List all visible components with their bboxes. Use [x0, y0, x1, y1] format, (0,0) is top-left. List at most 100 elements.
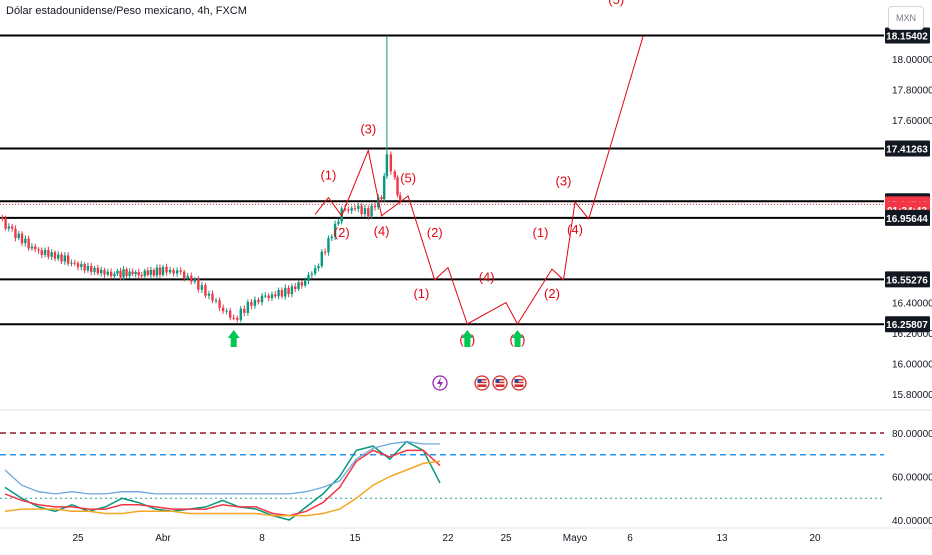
candle-body: [103, 269, 106, 275]
candle-body: [313, 268, 317, 274]
candle-body: [389, 154, 393, 172]
indicator-line: [4, 440, 441, 521]
indicator-tick-label: 60.00000: [892, 473, 932, 484]
candle-body: [297, 282, 300, 290]
indicator-tick-label: 80.00000: [892, 429, 932, 440]
time-tick-label: 25: [72, 533, 84, 544]
price-tick-label: 16.40000: [892, 299, 932, 310]
flag-icon-stripes: [495, 379, 505, 387]
price-badge-box: [885, 27, 930, 44]
candle-body: [373, 205, 377, 208]
candle-body: [307, 274, 310, 281]
candle-body: [122, 269, 125, 278]
candle-body: [20, 233, 24, 244]
candle-body: [363, 208, 367, 215]
lightning-icon: [437, 377, 443, 389]
candle-body: [277, 290, 280, 297]
candle-body: [303, 280, 307, 286]
wave-label: (1): [413, 286, 429, 301]
candle-body: [284, 287, 287, 297]
candle-body: [228, 310, 232, 318]
currency-button[interactable]: MXN: [888, 6, 924, 30]
candle-body: [7, 226, 11, 229]
time-tick-label: 25: [500, 533, 512, 544]
candle-body: [380, 197, 383, 200]
price-badge-box: [885, 209, 930, 226]
candle-body: [30, 246, 34, 249]
price-tick-label: 15.80000: [892, 390, 932, 401]
flag-icon-stripes: [477, 379, 487, 387]
candle-body: [152, 269, 156, 276]
candle-body: [165, 266, 168, 273]
candle-body: [1, 217, 4, 219]
flag-icon-canton: [477, 379, 482, 383]
candle-body: [367, 208, 370, 217]
lightning-event-icon: [432, 375, 448, 391]
candle-body: [175, 270, 179, 274]
candle-body: [116, 270, 119, 274]
candlesticks: [1, 35, 402, 323]
wave-label: (4): [374, 224, 390, 239]
candle-body: [34, 246, 37, 250]
candle-body: [186, 275, 189, 279]
candle-body: [264, 295, 267, 297]
wave-label: (2): [544, 286, 560, 301]
time-tick-label: 13: [716, 533, 728, 544]
candle-body: [396, 177, 399, 196]
price-tick-label: 16.00000: [892, 360, 932, 371]
signal-arrows: [227, 330, 524, 348]
candle-body: [353, 208, 357, 210]
price-badge-label: 16.95644: [886, 214, 928, 225]
candle-body: [193, 279, 197, 282]
price-badge-box: [885, 316, 930, 333]
flag-icon-stripe: [477, 380, 487, 382]
candle-body: [27, 238, 30, 249]
candle-body: [200, 285, 204, 290]
candle-body: [76, 263, 80, 268]
candle-body: [204, 285, 207, 296]
candle-body: [211, 293, 214, 301]
price-badge-label: 16.25807: [886, 320, 928, 331]
candle-body: [90, 265, 93, 272]
candle-body: [119, 270, 122, 278]
candle-body: [146, 270, 150, 275]
candle-body: [218, 300, 221, 308]
candle-body: [4, 218, 7, 229]
flag-icon-stripe: [514, 383, 524, 385]
candle-body: [131, 271, 134, 275]
candle-body: [377, 197, 380, 208]
candle-body: [294, 286, 297, 290]
indicator-line: [4, 460, 441, 517]
candle-body: [47, 249, 50, 257]
candle-body: [236, 317, 239, 320]
candle-body: [17, 233, 20, 239]
candle-body: [24, 238, 27, 244]
time-tick-label: 15: [349, 533, 361, 544]
candle-body: [310, 273, 314, 275]
price-tick-label: 16.20000: [892, 329, 932, 340]
candle-body: [357, 205, 360, 209]
candle-body: [243, 308, 246, 313]
flag-icon-stripe: [477, 383, 487, 385]
candle-body: [99, 269, 103, 274]
wave-label: (3): [556, 173, 572, 188]
candle-body: [10, 226, 14, 229]
buy-arrow-icon: [227, 330, 240, 348]
price-tick-label: 17.60000: [892, 116, 932, 127]
candle-body: [50, 252, 53, 257]
time-tick-label: Abr: [155, 533, 171, 544]
candle-body: [37, 249, 40, 251]
flag-icon-canton: [514, 379, 519, 383]
time-axis: 25 Abr 8 15 22 25 Mayo 6 13 20: [0, 527, 932, 544]
elliott-wave-projection: [314, 36, 644, 325]
us-flag-event-icon: [492, 375, 508, 391]
candle-body: [260, 295, 264, 303]
indicator-axis: 80.00000 60.00000 40.00000: [892, 429, 932, 527]
buy-arrow-icon: [511, 330, 524, 348]
candle-body: [393, 171, 397, 178]
candle-body: [225, 310, 228, 312]
candle-body: [158, 267, 162, 275]
candle-body: [398, 195, 402, 201]
